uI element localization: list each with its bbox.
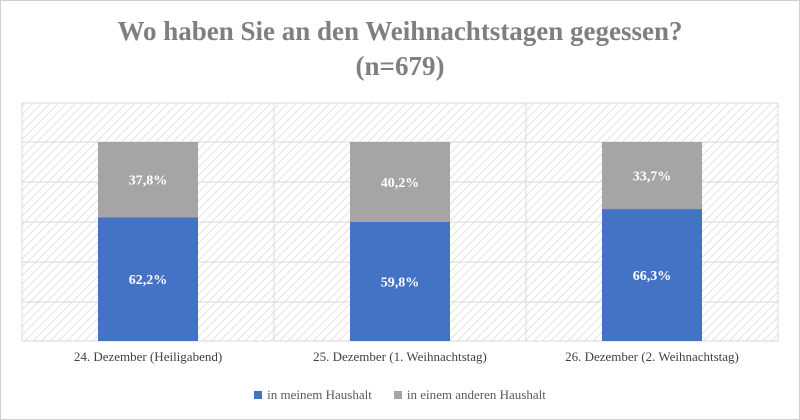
- data-label-other-0: 37,8%: [129, 174, 168, 189]
- legend-item-other-household: in einem anderen Haushalt: [393, 387, 546, 403]
- chart-title: Wo haben Sie an den Weihnachtstagen gege…: [117, 16, 683, 46]
- bar-own-0: [98, 217, 198, 341]
- data-label-other-2: 33,7%: [633, 170, 672, 185]
- x-tick-label-1: 25. Dezember (1. Weihnachtstag): [313, 349, 487, 364]
- legend: in meinem Haushalt in einem anderen Haus…: [0, 387, 800, 403]
- legend-item-own-household: in meinem Haushalt: [254, 387, 372, 403]
- data-label-other-1: 40,2%: [381, 176, 420, 191]
- legend-label-own-household: in meinem Haushalt: [267, 387, 372, 402]
- bar-group: 62,2% 37,8% 59,8% 40,2% 66,3% 33,7%: [98, 142, 702, 341]
- chart-subtitle: (n=679): [355, 51, 445, 81]
- bar-other-1: [350, 142, 450, 222]
- x-tick-label-0: 24. Dezember (Heiligabend): [74, 349, 222, 364]
- data-label-own-0: 62,2%: [129, 273, 168, 288]
- data-label-own-1: 59,8%: [381, 275, 420, 290]
- legend-swatch-gray: [393, 391, 402, 399]
- data-label-own-2: 66,3%: [633, 269, 672, 284]
- legend-swatch-blue: [254, 391, 263, 399]
- bar-other-0: [98, 142, 198, 218]
- x-axis-labels: 24. Dezember (Heiligabend) 25. Dezember (…: [74, 349, 739, 364]
- bar-own-2: [602, 209, 702, 341]
- legend-label-other-household: in einem anderen Haushalt: [406, 387, 546, 402]
- x-tick-label-2: 26. Dezember (2. Weihnachtstag): [565, 349, 739, 364]
- bar-other-2: [602, 142, 702, 210]
- bar-own-1: [350, 221, 450, 341]
